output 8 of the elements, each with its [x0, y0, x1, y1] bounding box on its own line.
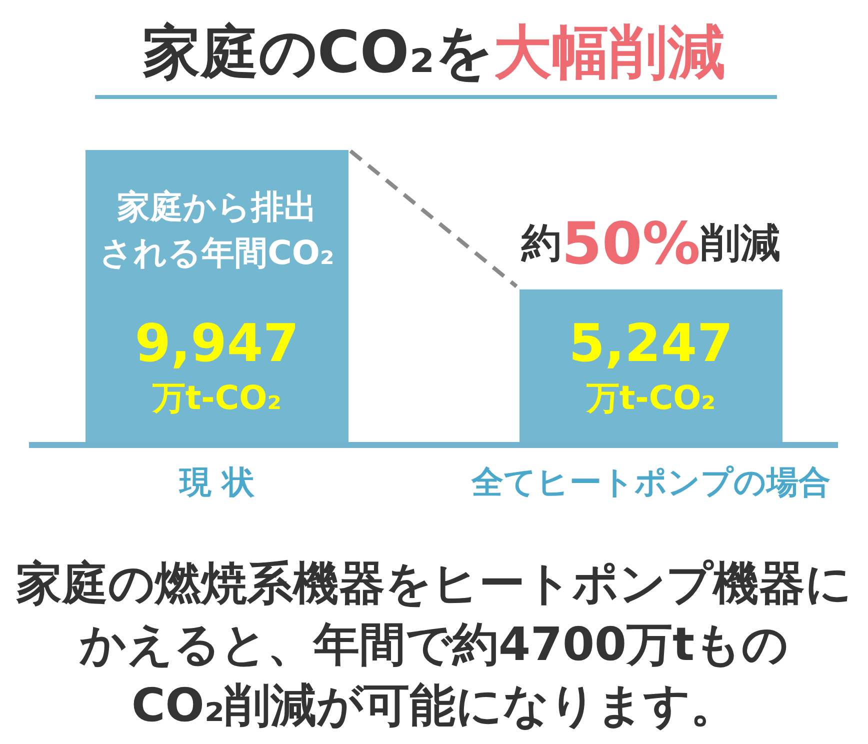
- annotation: 約50%削減: [520, 209, 780, 278]
- chart-title: 家庭のCO₂を大幅削減: [142, 18, 726, 86]
- x-tick-label: 全てヒートポンプの場合: [470, 463, 830, 501]
- data-label: 5,247 万t-CO₂: [568, 314, 734, 416]
- x-tick-label: 現 状: [178, 463, 256, 501]
- text: 家庭の燃焼系機器をヒートポンプ機器にかえると、年間で約4700万tものCO₂削減が可能になります。: [16, 556, 852, 732]
- annotation: 家庭から排出される年間CO₂: [100, 186, 334, 272]
- data-label: 9,947 万t-CO₂: [134, 314, 300, 416]
